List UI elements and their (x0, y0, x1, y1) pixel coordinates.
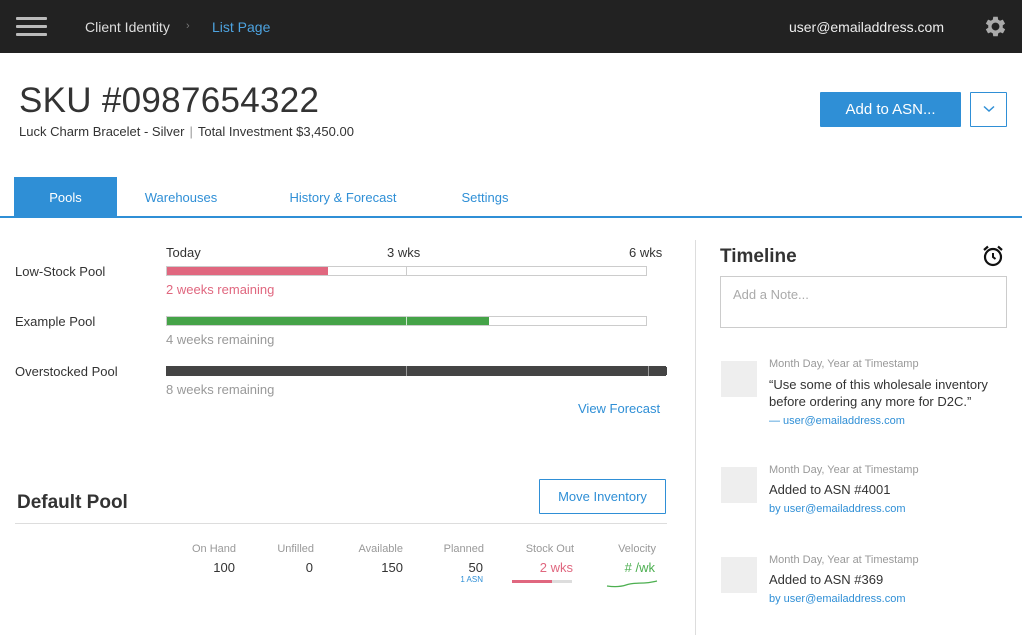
timeline-text: Added to ASN #4001 (769, 482, 891, 497)
avatar (721, 361, 757, 397)
pool-remaining: 8 weeks remaining (166, 382, 275, 397)
pool-bar-fill (167, 267, 328, 275)
avatar (721, 557, 757, 593)
pool-bar-fill (167, 367, 667, 375)
pool-bar (166, 316, 647, 326)
stat-value: 150 (381, 560, 403, 575)
chevron-down-icon (983, 105, 995, 113)
stat-value: 2 wks (539, 560, 573, 575)
column-divider (695, 240, 696, 635)
pool-bar (166, 366, 667, 376)
pool-bar-tick (648, 366, 649, 376)
default-pool-title: Default Pool (17, 492, 128, 513)
stat-value: # /wk (624, 560, 655, 575)
pool-name: Low-Stock Pool (15, 264, 106, 279)
pool-bar (166, 266, 647, 276)
scale-label-3wks: 3 wks (387, 245, 421, 260)
alarm-clock-icon[interactable] (981, 244, 1005, 268)
timeline-timestamp: Month Day, Year at Timestamp (769, 554, 919, 566)
view-forecast-link[interactable]: View Forecast (578, 401, 661, 416)
subtitle-separator: | (189, 124, 193, 139)
pool-remaining: 4 weeks remaining (166, 332, 275, 347)
section-divider (15, 523, 667, 524)
gear-icon[interactable] (982, 13, 1009, 40)
timeline-author-link[interactable]: by user@emailaddress.com (769, 593, 906, 605)
pool-name: Example Pool (15, 314, 96, 329)
breadcrumb-list-page[interactable]: List Page (212, 19, 271, 35)
breadcrumb-separator: › (186, 20, 190, 32)
stat-label: Planned (443, 543, 484, 555)
stat-label: Stock Out (525, 543, 574, 555)
stat-label: Available (358, 543, 403, 555)
timeline-author-link[interactable]: by user@emailaddress.com (769, 503, 906, 515)
stat-value: 100 (213, 560, 235, 575)
avatar (721, 467, 757, 503)
velocity-sparkline (606, 580, 658, 588)
user-email-link[interactable]: user@emailaddress.com (788, 19, 944, 35)
timeline-timestamp: Month Day, Year at Timestamp (769, 358, 919, 370)
move-inventory-button[interactable]: Move Inventory (539, 479, 666, 514)
pool-bar-tick (406, 366, 407, 376)
scale-label-6wks: 6 wks (629, 245, 663, 260)
top-bar: Client Identity › List Page user@emailad… (0, 0, 1022, 53)
timeline-text: “Use some of this wholesale inventory be… (769, 377, 988, 409)
stockout-bar-fill (512, 580, 553, 583)
pool-bar-tick (406, 316, 407, 326)
sku-subtitle: Luck Charm Bracelet - Silver | Total Inves… (19, 124, 354, 139)
total-investment: Total Investment $3,450.00 (197, 124, 354, 139)
timeline-title: Timeline (720, 246, 797, 267)
tab-settings[interactable]: Settings (461, 190, 509, 205)
pool-remaining: 2 weeks remaining (166, 282, 275, 297)
asn-dropdown-button[interactable] (970, 92, 1007, 127)
planned-asn-link[interactable]: 1 ASN (460, 575, 483, 584)
breadcrumb-client-identity[interactable]: Client Identity (85, 19, 170, 35)
hamburger-menu-icon[interactable] (16, 16, 47, 38)
pool-bar-tick (406, 266, 407, 276)
timeline-timestamp: Month Day, Year at Timestamp (769, 464, 919, 476)
add-note-input[interactable] (720, 276, 1007, 328)
scale-label-today: Today (166, 245, 201, 260)
timeline-text: Added to ASN #369 (769, 572, 884, 587)
tab-history-forecast[interactable]: History & Forecast (289, 190, 397, 205)
tab-warehouses[interactable]: Warehouses (144, 190, 218, 205)
pool-bar-fill (167, 317, 489, 325)
add-to-asn-button[interactable]: Add to ASN... (820, 92, 961, 127)
stat-label: Unfilled (277, 543, 314, 555)
page-title: SKU #0987654322 (19, 81, 320, 120)
stat-label: Velocity (618, 543, 656, 555)
stockout-bar (512, 580, 572, 583)
tab-pools[interactable]: Pools (14, 177, 117, 216)
stat-value: 50 (468, 560, 483, 575)
tab-bar: Pools Warehouses History & Forecast Sett… (0, 177, 1022, 218)
pool-name: Overstocked Pool (15, 364, 118, 379)
stat-value: 0 (305, 560, 313, 575)
timeline-author-link[interactable]: — user@emailaddress.com (769, 415, 905, 427)
product-name: Luck Charm Bracelet - Silver (19, 124, 185, 139)
stat-label: On Hand (191, 543, 236, 555)
